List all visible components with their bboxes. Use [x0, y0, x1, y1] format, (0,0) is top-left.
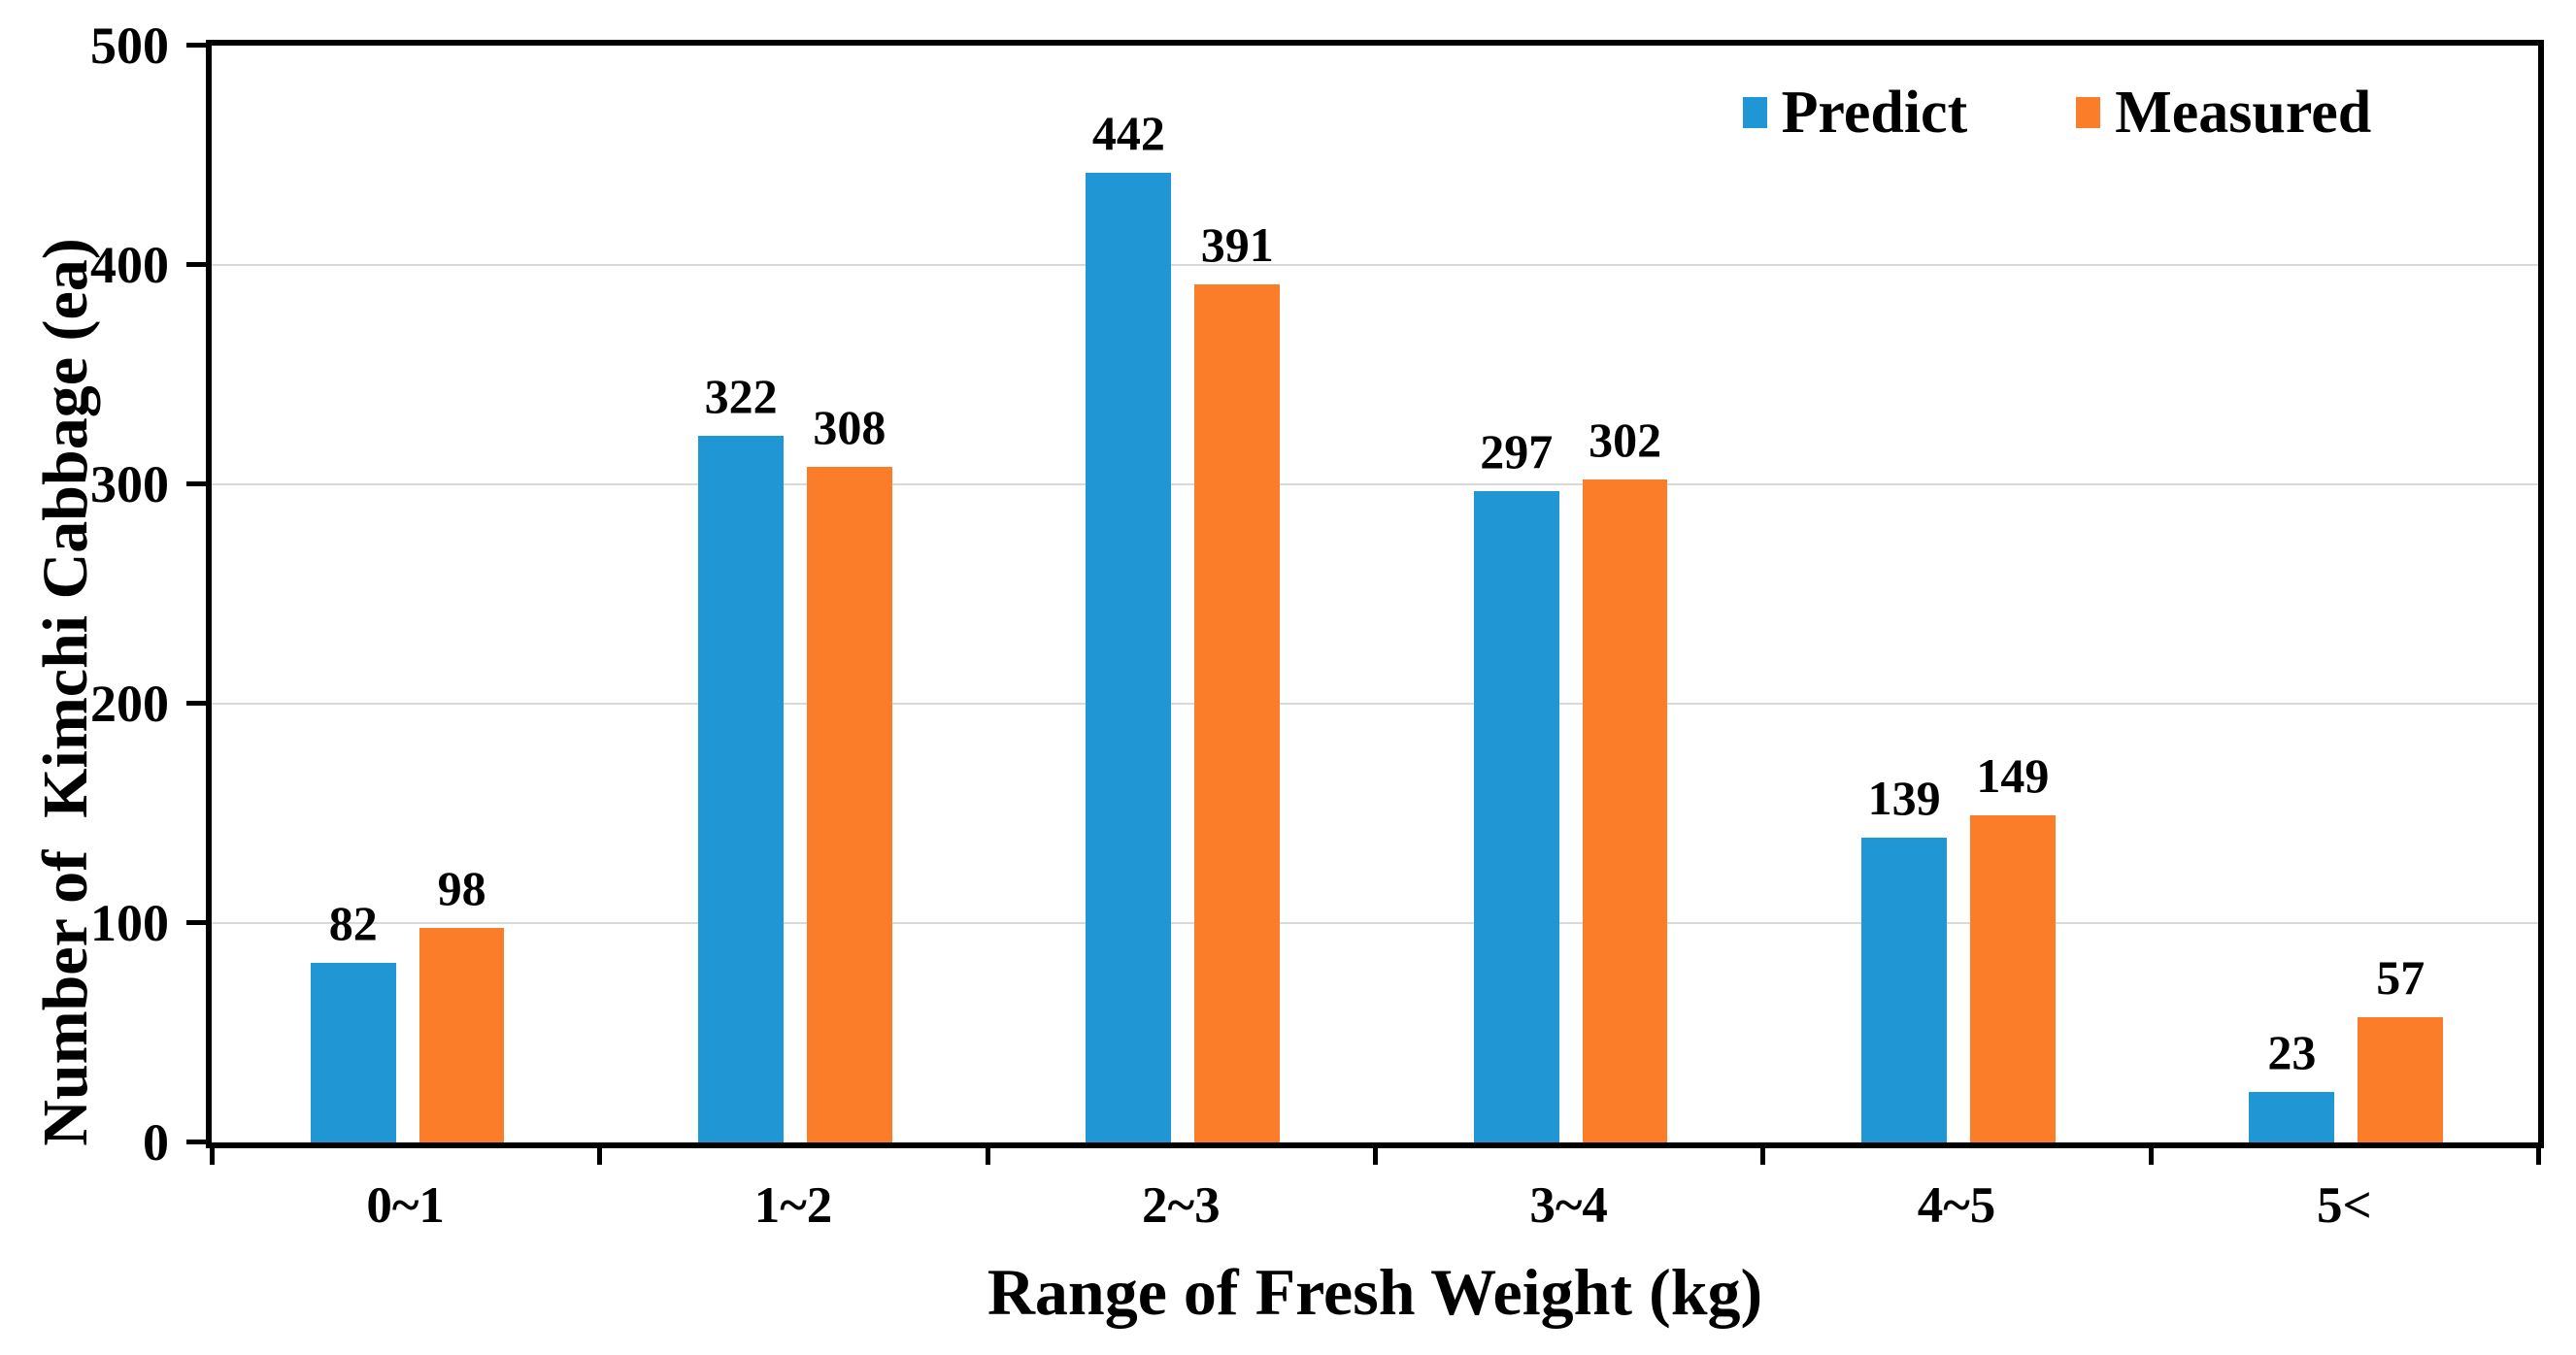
legend: Predict Measured — [1742, 79, 2371, 147]
gridline — [212, 922, 2538, 924]
x-axis-tick-label: 5< — [2316, 1177, 2372, 1234]
value-label: 57 — [2376, 950, 2425, 1006]
y-axis-tick — [186, 701, 206, 706]
value-label: 302 — [1589, 413, 1662, 468]
value-label: 322 — [704, 369, 778, 424]
x-axis-tick — [985, 1148, 990, 1165]
y-axis-tick-label: 300 — [90, 455, 169, 513]
x-axis-tick-label: 0~1 — [366, 1177, 445, 1234]
legend-item-measured: Measured — [2076, 79, 2371, 147]
y-axis-tick-label: 400 — [90, 236, 169, 294]
bar-measured — [1582, 479, 1668, 1142]
y-axis-tick-label: 100 — [90, 894, 169, 952]
value-label: 391 — [1200, 217, 1274, 273]
bar-predict — [1086, 173, 1172, 1142]
x-axis-tick — [1760, 1148, 1766, 1165]
gridline — [212, 703, 2538, 705]
y-axis-tick — [186, 481, 206, 486]
value-label: 139 — [1867, 770, 1941, 825]
x-axis-tick-label: 1~2 — [753, 1177, 833, 1234]
bar-group: 297 302 — [1375, 46, 1762, 1142]
bar-predict — [698, 436, 784, 1142]
legend-label-predict: Predict — [1781, 80, 1968, 146]
y-axis-tick — [186, 920, 206, 925]
bar-measured — [418, 927, 505, 1142]
y-axis-tick — [186, 43, 206, 48]
gridline — [212, 483, 2538, 485]
x-axis-tick-label: 2~3 — [1142, 1177, 1221, 1234]
y-axis-tick-label: 200 — [90, 675, 169, 733]
bar-measured — [2358, 1017, 2444, 1142]
bar-measured — [1194, 284, 1281, 1142]
value-label: 23 — [2267, 1025, 2317, 1080]
legend-item-predict: Predict — [1742, 79, 1968, 147]
measured-swatch-icon — [2076, 97, 2101, 128]
bar-predict — [2249, 1092, 2335, 1142]
bar-group: 82 98 — [212, 46, 599, 1142]
bar-predict — [1861, 837, 1947, 1142]
value-label: 149 — [1976, 748, 2050, 804]
value-label: 98 — [437, 860, 486, 915]
value-label: 297 — [1480, 423, 1554, 479]
x-axis-tick-label: 3~4 — [1529, 1177, 1608, 1234]
x-axis-title: Range of Fresh Weight (kg) — [987, 1255, 1763, 1329]
y-axis-tick — [186, 1140, 206, 1144]
bar-group: 23 57 — [2151, 46, 2538, 1142]
x-axis-tick-labels: 0~1 1~2 2~3 3~4 4~5 5< — [212, 1176, 2538, 1235]
value-label: 82 — [328, 895, 378, 950]
y-axis-tick-label: 500 — [90, 17, 169, 75]
x-axis-tick-label: 4~5 — [1917, 1177, 1996, 1234]
y-axis-tick-label: 0 — [143, 1113, 169, 1172]
bar-measured — [1969, 815, 2056, 1142]
x-axis-tick — [2148, 1148, 2154, 1165]
x-axis-tick — [1373, 1148, 1378, 1165]
gridline — [212, 264, 2538, 266]
legend-label-measured: Measured — [2115, 80, 2372, 146]
bar-predict — [310, 962, 396, 1142]
plot-area: Predict Measured 0 100 200 300 400 500 82 98 322… — [90, 17, 2544, 1172]
bar-group: 322 308 — [599, 46, 987, 1142]
y-axis-tick — [186, 262, 206, 267]
bar-predict — [1473, 490, 1559, 1142]
bar-group: 442 391 — [987, 46, 1375, 1142]
x-axis-tick — [597, 1148, 603, 1165]
x-axis-tick — [2536, 1148, 2541, 1165]
value-label: 308 — [813, 399, 887, 454]
predict-swatch-icon — [1742, 97, 1767, 128]
bar-group: 139 149 — [1762, 46, 2150, 1142]
x-axis-tick — [210, 1148, 215, 1165]
value-label: 442 — [1091, 106, 1165, 161]
bar-measured — [806, 466, 892, 1142]
